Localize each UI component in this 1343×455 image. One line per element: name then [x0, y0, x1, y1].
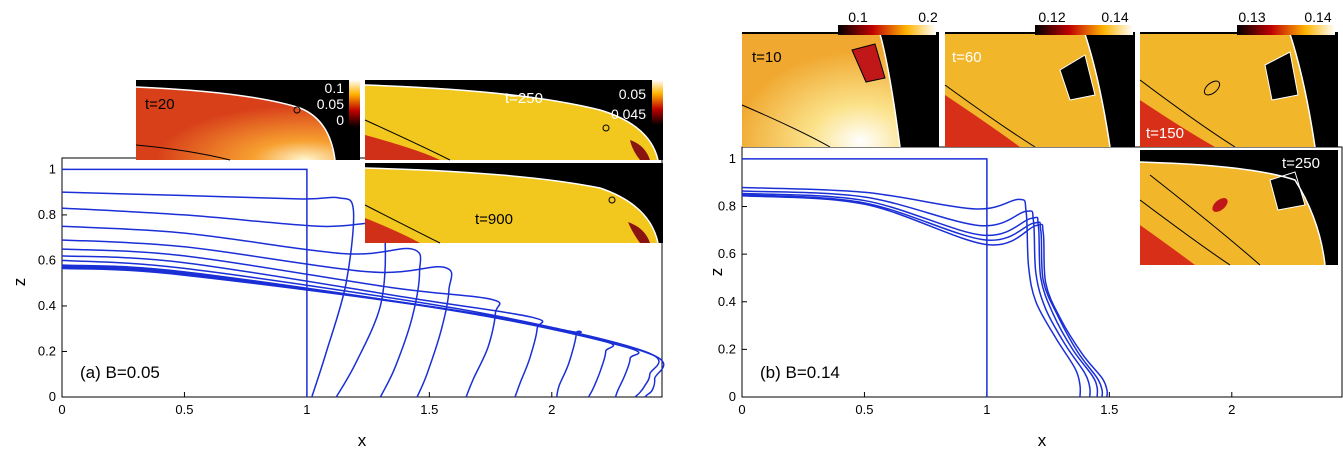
- inset-label: t=20: [145, 96, 175, 113]
- panel-a-profile-line: [61, 267, 665, 398]
- colorbar-tick: 0.1: [848, 9, 868, 25]
- panel-a-xlabel: x: [358, 431, 367, 450]
- panel-a-profile-line: [61, 191, 355, 398]
- panel-b-xtick-label: 1.5: [1100, 402, 1118, 417]
- panel-b-profile-line: [741, 193, 1104, 398]
- panel-b-ytick-label: 0.8: [718, 199, 736, 214]
- colorbar-tick: 0.2: [918, 9, 938, 25]
- panel-b-profile-line: [741, 190, 1091, 398]
- panel-a-xtick-label: 1.5: [420, 402, 438, 417]
- panel-a-ytick-label: 1: [49, 161, 56, 176]
- colorbar-tick: 0.05: [317, 96, 344, 112]
- inset-t60: t=60 0.12 0.14: [944, 9, 1135, 148]
- panel-a-profile-line: [61, 239, 453, 398]
- panel-b-ytick-label: 0.6: [718, 246, 736, 261]
- panel-b-ytick-label: 1: [729, 151, 736, 166]
- panel-b-profile-line: [741, 192, 1099, 398]
- panel-b-ytick-label: 0: [729, 389, 736, 404]
- panel-b-xlabel: x: [1038, 431, 1047, 450]
- panel-a-ytick-label: 0.4: [38, 298, 56, 313]
- inset-t900: t=900: [364, 163, 663, 244]
- colorbar: [652, 80, 663, 125]
- colorbar-tick: 0.14: [1304, 9, 1331, 25]
- panel-a-ytick-label: 0: [49, 389, 56, 404]
- colorbar: [349, 80, 360, 127]
- panel-b-initial-profile-line: [742, 158, 988, 397]
- colorbar-tick: 0.13: [1238, 9, 1265, 25]
- panel-a-profile-line: [61, 265, 640, 398]
- panel-a-xtick-label: 0: [58, 402, 65, 417]
- inset-label: t=250: [1282, 155, 1320, 172]
- colorbar-tick: 0: [336, 112, 344, 128]
- colorbar: [1237, 25, 1335, 35]
- colorbar-tick: 0.1: [325, 80, 345, 96]
- inset-label: t=60: [952, 49, 982, 66]
- inset-label: t=900: [475, 211, 513, 228]
- colorbar: [1035, 25, 1133, 35]
- inset-t20: t=20 0.1 0.05 0: [135, 80, 360, 161]
- panel-a-ytick-label: 0.2: [38, 343, 56, 358]
- panel-b-xtick-label: 0.5: [855, 402, 873, 417]
- panel-b-profile-line: [741, 186, 1082, 398]
- panel-b-ylabel: z: [707, 268, 726, 277]
- panel-a-profile-line: [61, 248, 501, 398]
- inset-label: t=150: [1146, 125, 1184, 142]
- colorbar-tick: 0.14: [1101, 9, 1128, 25]
- inset-t150: t=150 0.13 0.14: [1139, 9, 1338, 148]
- inset-label: t=250: [505, 90, 543, 107]
- panel-b-xtick-label: 1: [983, 402, 990, 417]
- panel-a-xtick-label: 1: [303, 402, 310, 417]
- colorbar: [838, 25, 936, 35]
- inset-t250-a: t=250 0.05 0.045: [364, 80, 663, 161]
- panel-b-profile-line: [741, 195, 1109, 398]
- colorbar-tick: 0.12: [1038, 9, 1065, 25]
- panel-b-annotation: (b) B=0.14: [760, 363, 840, 382]
- colorbar-tick: 0.045: [611, 106, 646, 122]
- colorbar-tick: 0.05: [619, 86, 646, 102]
- panel-a-annotation: (a) B=0.05: [80, 363, 160, 382]
- panel-b-xtick-label: 2: [1228, 402, 1235, 417]
- panel-a-ytick-label: 0.8: [38, 207, 56, 222]
- panel-a-initial-profile-line: [62, 168, 308, 397]
- inset-t10: t=10 0.1 0.2: [741, 9, 939, 148]
- panel-b-ytick-label: 0.2: [718, 341, 736, 356]
- panel-a-profile-line: [61, 255, 544, 398]
- panel-a-profile-line: [61, 225, 422, 398]
- panel-a-xtick-label: 2: [548, 402, 555, 417]
- panel-b-xtick-label: 0: [738, 402, 745, 417]
- panel-b-ytick-label: 0.4: [718, 294, 736, 309]
- panel-a-ytick-label: 0.6: [38, 252, 56, 267]
- panel-a-xtick-label: 0.5: [175, 402, 193, 417]
- inset-t250-b: t=250: [1139, 150, 1338, 266]
- inset-label: t=10: [752, 49, 782, 66]
- panel-a-ylabel: z: [10, 278, 29, 287]
